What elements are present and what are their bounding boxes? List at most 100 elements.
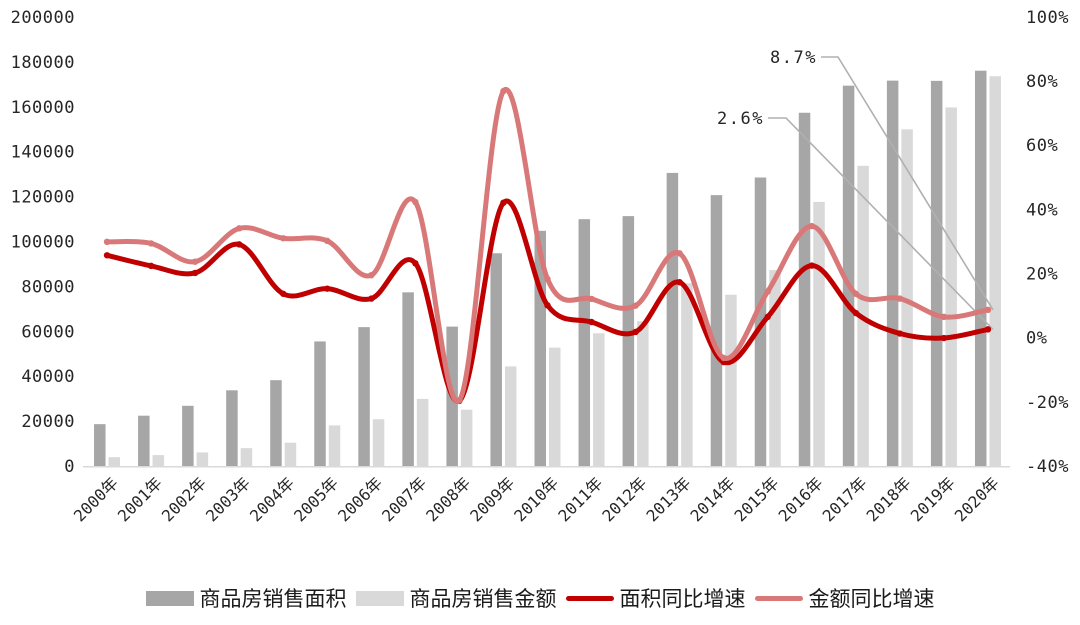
data-point-marker (103, 238, 111, 246)
leader-line (821, 56, 994, 311)
y-left-tick-label: 100000 (11, 232, 75, 252)
data-point-marker (940, 334, 948, 342)
bar (974, 70, 987, 467)
x-tick-label: 2006年 (334, 473, 386, 525)
bar (460, 409, 473, 466)
data-point-marker (676, 279, 683, 286)
data-point-marker (368, 295, 375, 302)
x-tick-label: 2018年 (863, 473, 915, 525)
annotation-label: 8.7% (770, 48, 817, 68)
y-right-tick-label: 60% (1026, 136, 1058, 156)
x-tick-label: 2016年 (775, 473, 827, 525)
bar (549, 347, 561, 466)
y-right-tick-label: 0% (1026, 329, 1047, 349)
bar (328, 425, 341, 466)
data-point-marker (764, 313, 771, 321)
data-point-marker (632, 302, 639, 309)
x-tick-label: 2019年 (907, 473, 959, 525)
x-tick-label: 2013年 (642, 473, 694, 525)
bar (402, 292, 414, 466)
data-point-marker (984, 306, 992, 314)
annotation-label: 2.6% (717, 109, 764, 129)
x-axis: 2000年2001年2002年2003年2004年2005年2006年2007年… (70, 473, 1003, 525)
legend-label: 面积同比增速 (619, 587, 746, 611)
data-point-marker (324, 285, 331, 292)
y-left-tick-label: 80000 (21, 277, 75, 297)
x-tick-label: 2000年 (70, 473, 122, 525)
bar (637, 321, 649, 466)
bar (725, 294, 737, 466)
line-path (104, 198, 991, 404)
data-point-marker (368, 271, 375, 279)
legend-item: 金额同比增速 (754, 583, 935, 613)
x-tick-label: 2012年 (598, 473, 650, 525)
data-point-marker (720, 354, 727, 362)
bar (358, 327, 370, 466)
legend-label: 商品房销售面积 (199, 587, 347, 611)
data-point-marker (324, 237, 331, 245)
y-left-tick-label: 40000 (21, 367, 75, 387)
bar (901, 129, 913, 466)
line-area-growth (103, 198, 992, 405)
data-point-marker (940, 313, 948, 321)
legend-bar-swatch (355, 590, 404, 606)
legend-line-swatch (565, 595, 614, 601)
data-point-marker (235, 225, 243, 232)
bar (886, 80, 899, 466)
data-point-marker (544, 302, 551, 309)
bar (622, 216, 635, 466)
leader-line (768, 117, 994, 330)
x-tick-label: 2002年 (158, 473, 210, 525)
bar (284, 442, 297, 466)
data-point-marker (764, 288, 771, 295)
bar (813, 201, 825, 467)
data-point-marker (632, 328, 639, 336)
bar (138, 415, 150, 466)
legend-line-swatch (754, 595, 803, 601)
bar (226, 390, 238, 466)
data-point-marker (500, 199, 507, 206)
y-right-tick-label: -20% (1026, 393, 1069, 413)
x-tick-label: 2007年 (378, 473, 430, 525)
y-left-tick-label: 0 (64, 457, 75, 477)
data-point-marker (852, 290, 860, 297)
bar (182, 405, 194, 466)
data-point-marker (456, 397, 463, 404)
data-point-marker (852, 309, 860, 317)
y-right-tick-label: 80% (1026, 72, 1058, 92)
bar (270, 380, 282, 466)
data-point-marker (588, 318, 595, 326)
legend-item: 面积同比增速 (565, 583, 746, 613)
legend-item: 商品房销售面积 (145, 583, 347, 613)
y-axis-right: -40% -20% 0% 20% 40% 60% 80% 100% (1026, 8, 1069, 477)
y-left-tick-label: 60000 (21, 322, 75, 342)
y-axis-left: 0 20000 40000 60000 80000 100000 120000 140000 1… (11, 8, 75, 477)
bar (593, 333, 605, 466)
x-tick-label: 2008年 (422, 473, 474, 525)
data-point-marker (808, 262, 815, 269)
bar (108, 457, 121, 466)
bar (372, 419, 385, 466)
bars-sales-amount (108, 76, 1001, 467)
annotation-leaders (768, 56, 994, 330)
data-point-marker (191, 269, 199, 277)
x-tick-label: 2011年 (554, 473, 606, 525)
bar (798, 112, 811, 466)
y-left-tick-label: 20000 (21, 412, 75, 432)
data-point-marker (103, 252, 111, 259)
bar (710, 195, 723, 466)
data-point-marker (500, 87, 507, 95)
y-right-tick-label: 20% (1026, 265, 1058, 285)
data-point-marker (191, 258, 199, 265)
legend-label: 金额同比增速 (808, 587, 935, 611)
x-tick-label: 2020年 (951, 473, 1003, 525)
legend-bar-swatch (145, 590, 194, 606)
x-tick-label: 2004年 (246, 473, 298, 525)
x-tick-label: 2015年 (731, 473, 783, 525)
bar (754, 177, 767, 466)
bar (578, 219, 591, 466)
data-point-marker (147, 262, 155, 270)
y-left-tick-label: 140000 (11, 143, 75, 163)
bar (666, 172, 679, 466)
